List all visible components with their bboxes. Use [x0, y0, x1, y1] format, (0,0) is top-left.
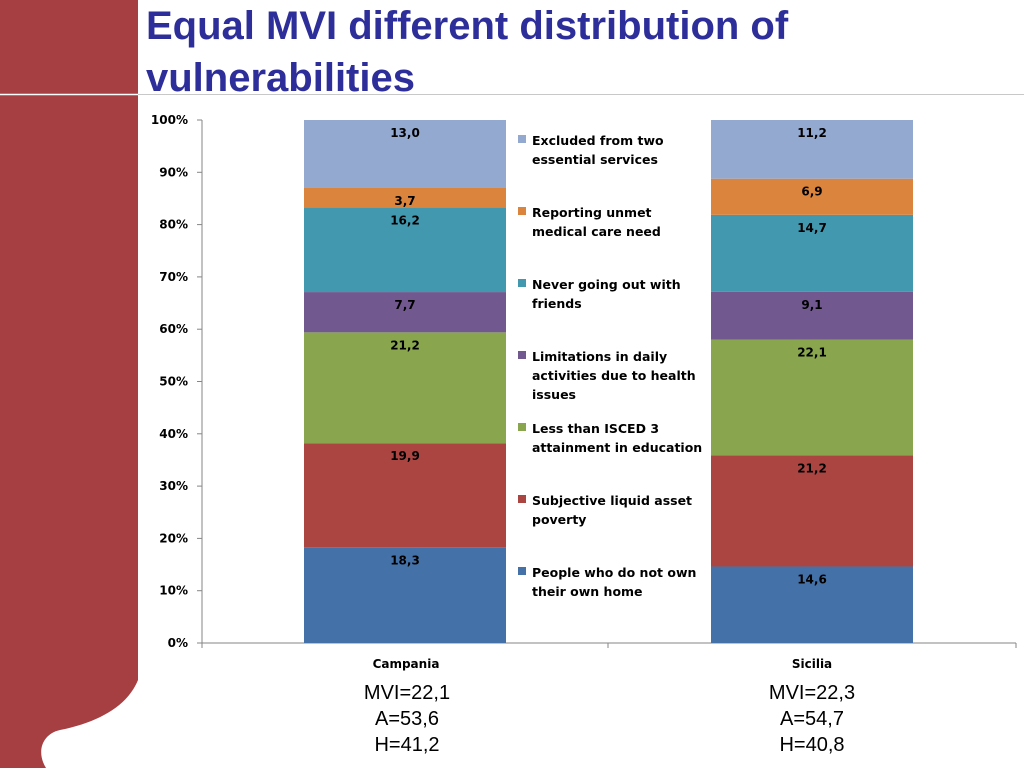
bar-segment — [711, 291, 913, 340]
data-label: 14,7 — [797, 221, 827, 235]
legend-swatch — [518, 351, 526, 359]
y-tick-label: 40% — [159, 427, 188, 441]
y-tick-label: 70% — [159, 270, 188, 284]
decorative-red-band — [0, 0, 138, 768]
bar-segment — [711, 178, 913, 215]
data-label: 18,3 — [390, 553, 420, 567]
legend-label: Subjective liquid asset poverty — [532, 493, 693, 527]
data-label: 3,7 — [394, 194, 415, 208]
y-tick-label: 100% — [151, 113, 188, 127]
data-label: 21,2 — [390, 338, 420, 352]
data-label: 16,2 — [390, 213, 420, 227]
category-label: Campania — [373, 657, 440, 671]
bar-segment — [711, 214, 913, 292]
legend-label: Reporting unmet medical care need — [532, 205, 661, 239]
legend-label: Excluded from two essential services — [532, 133, 664, 167]
bar-segment — [304, 120, 506, 188]
a-value: A=54,7 — [780, 708, 844, 730]
legend-label: Never going out with friends — [532, 277, 681, 311]
data-label: 22,1 — [797, 346, 827, 360]
mvi-value: MVI=22,3 — [768, 682, 856, 704]
y-tick-label: 0% — [168, 636, 188, 650]
page-title: Equal MVI different distribution of vuln… — [146, 4, 789, 100]
legend-label: Less than ISCED 3 attainment in educatio… — [532, 421, 703, 455]
legend-label: People who do not own their own home — [532, 565, 697, 599]
y-tick-label: 10% — [159, 584, 188, 598]
h-value: H=40,8 — [779, 734, 845, 756]
h-value: H=41,2 — [374, 734, 440, 756]
y-tick-label: 60% — [159, 322, 188, 336]
data-label: 21,2 — [797, 461, 827, 475]
legend-swatch — [518, 495, 526, 503]
y-tick-label: 30% — [159, 479, 188, 493]
data-label: 6,9 — [801, 185, 822, 199]
a-value: A=53,6 — [375, 708, 439, 730]
legend-swatch — [518, 567, 526, 575]
y-tick-label: 50% — [159, 375, 188, 389]
y-tick-label: 80% — [159, 218, 188, 232]
bar-segment — [304, 292, 506, 333]
data-label: 7,7 — [394, 298, 415, 312]
y-tick-label: 90% — [159, 165, 188, 179]
y-tick-label: 20% — [159, 531, 188, 545]
bar-segment — [304, 332, 506, 444]
data-label: 19,9 — [390, 449, 420, 463]
legend-swatch — [518, 279, 526, 287]
bar-segment — [304, 443, 506, 548]
data-label: 13,0 — [390, 126, 420, 140]
data-label: 14,6 — [797, 572, 827, 586]
bar-segment — [304, 187, 506, 208]
data-label: 9,1 — [801, 298, 822, 312]
stats-sicilia: MVI=22,3 A=54,7 H=40,8 — [712, 680, 912, 758]
bar-segment — [711, 566, 913, 643]
bar-segment — [711, 120, 913, 179]
bar-segment — [304, 547, 506, 643]
data-label: 11,2 — [797, 126, 827, 140]
mvi-value: MVI=22,1 — [363, 682, 451, 704]
legend-swatch — [518, 423, 526, 431]
stats-campania: MVI=22,1 A=53,6 H=41,2 — [307, 680, 507, 758]
bar-segment — [304, 207, 506, 293]
category-label: Sicilia — [792, 657, 832, 671]
bar-segment — [711, 455, 913, 567]
legend-label: Limitations in daily activities due to h… — [532, 349, 696, 402]
legend-swatch — [518, 135, 526, 143]
legend-swatch — [518, 207, 526, 215]
bar-segment — [711, 339, 913, 456]
